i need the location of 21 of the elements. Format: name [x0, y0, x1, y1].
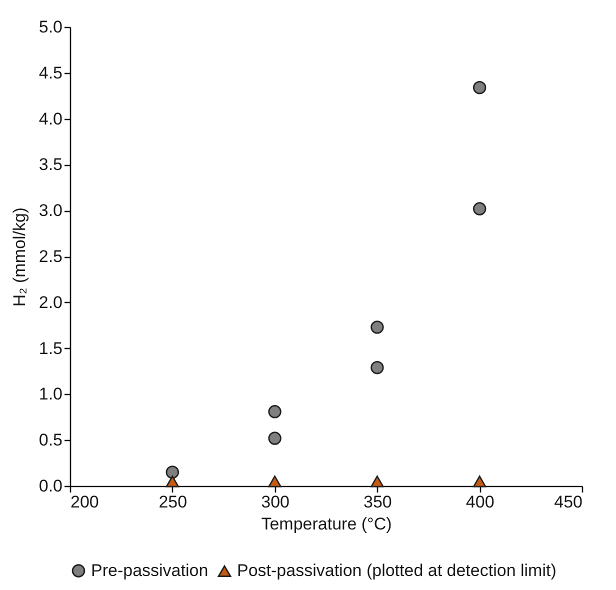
y-tick-label: 0.5 — [38, 430, 62, 450]
legend-label: Pre-passivation — [91, 560, 208, 580]
x-tick-label: 250 — [158, 492, 188, 512]
x-axis-title: Temperature (°C) — [261, 514, 392, 534]
y-tick-label: 2.0 — [38, 292, 62, 312]
y-tick-label: 0.0 — [38, 476, 62, 496]
y-tick-label: 4.0 — [38, 109, 62, 128]
y-tick-label: 1.5 — [38, 338, 62, 358]
y-tick-label: 5.0 — [38, 18, 62, 36]
x-tick-label: 200 — [70, 492, 99, 512]
y-axis-title: H₂ (mmol/kg) — [10, 207, 29, 307]
y-tick-label: 4.5 — [38, 63, 62, 82]
x-tick-label: 350 — [364, 492, 392, 512]
legend-label: Post-passivation (plotted at detection limit) — [237, 561, 556, 580]
x-tick-label: 400 — [466, 492, 494, 512]
x-tick-label: 450 — [554, 492, 582, 512]
x-tick-label: 300 — [261, 492, 290, 512]
y-tick-label: 1.0 — [38, 384, 62, 404]
y-tick-label: 3.0 — [38, 201, 62, 220]
y-tick-label: 3.5 — [38, 155, 62, 174]
y-tick-label: 2.5 — [38, 247, 62, 266]
